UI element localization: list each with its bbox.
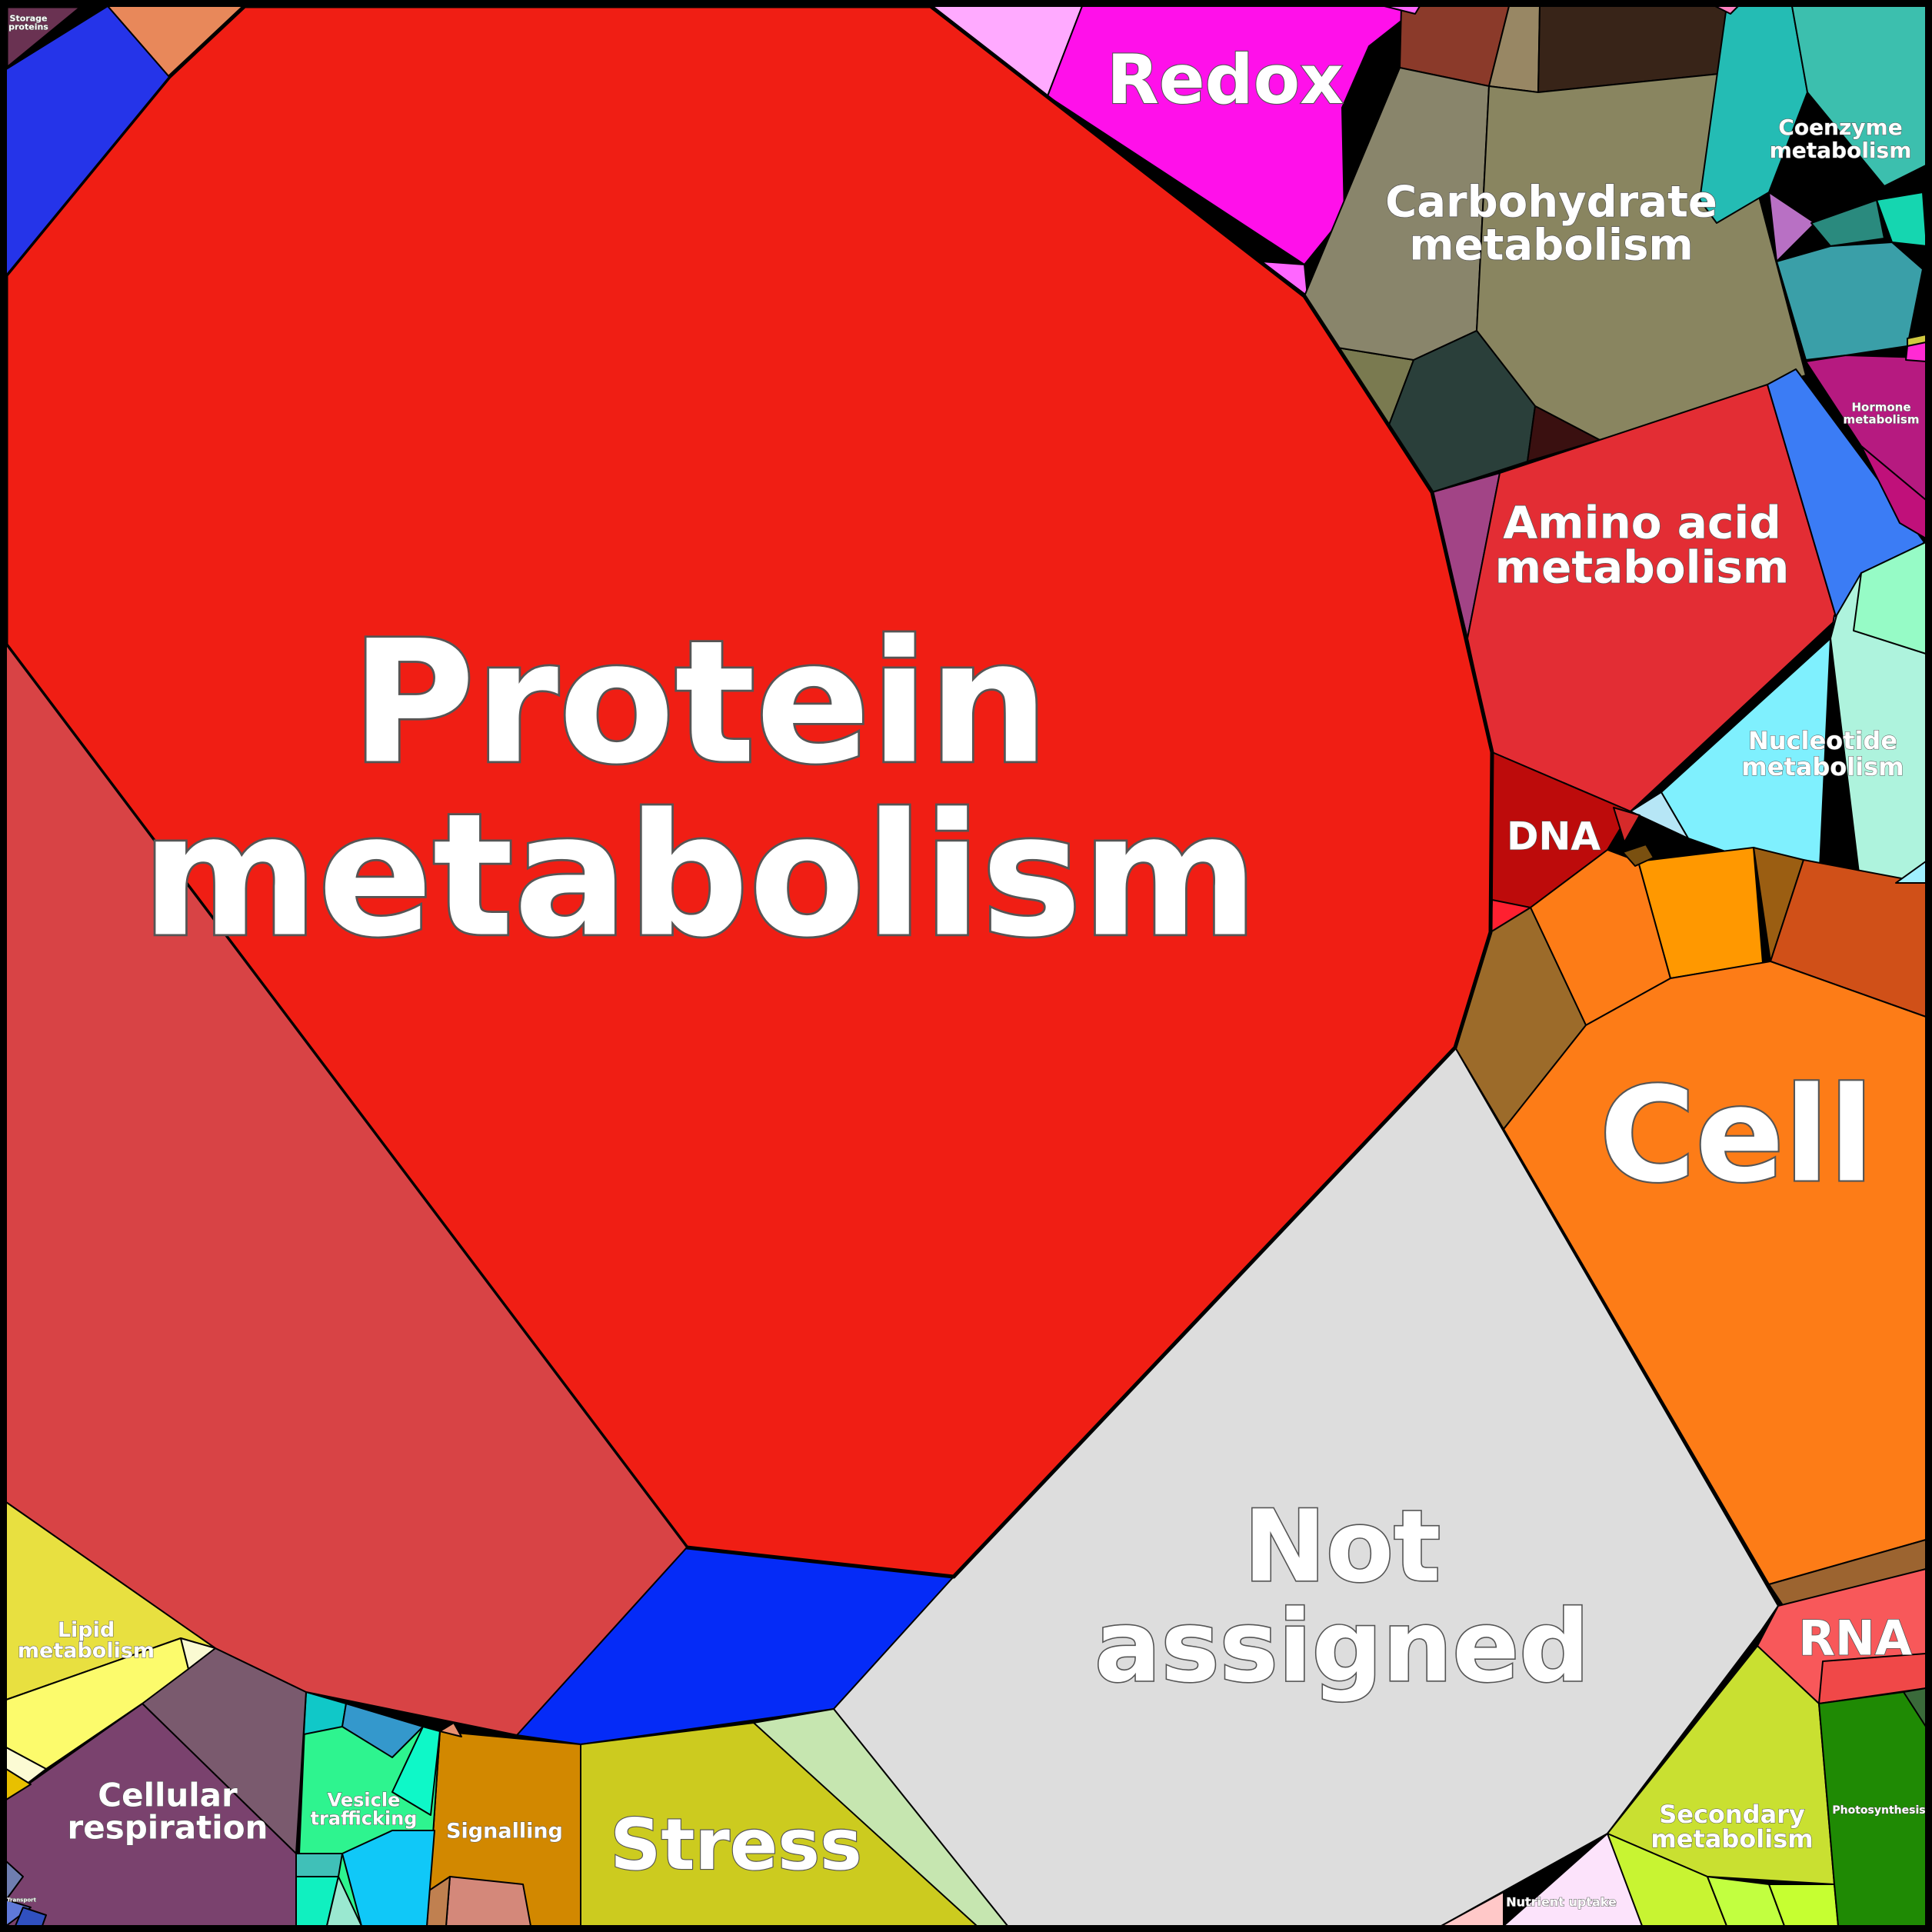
amino-acid-label-line: Amino acid (1503, 496, 1780, 548)
vesicle-trafficking-cell (341, 1703, 424, 1758)
nucleotide-cell (1630, 791, 1689, 839)
cell-label: Cell (1600, 1060, 1874, 1212)
nucleotide-label-line: Nucleotide (1748, 726, 1897, 755)
signalling-label: Signalling (446, 1819, 563, 1843)
not-assigned-label-line: Not (1244, 1490, 1441, 1604)
lipid-label: Lipid metabolism (18, 1618, 155, 1663)
signalling-cell (445, 1876, 531, 1927)
nucleotide-label-line: metabolism (1741, 752, 1904, 781)
transport-label-line: Transport (7, 1897, 37, 1903)
hormone-label: Hormone metabolism (1844, 400, 1920, 426)
carbohydrate-cell (1527, 405, 1601, 462)
cells-layer (4, 4, 1927, 1927)
protein-label: Protein metabolism (142, 605, 1258, 974)
hormone-cell (1905, 341, 1927, 362)
redox-label-line: Redox (1107, 40, 1344, 119)
amino-acid-label: Amino acid metabolism (1495, 496, 1790, 593)
photosynthesis-label: Photosynthesis (1832, 1804, 1925, 1817)
signalling-cell (439, 1722, 462, 1737)
storage-proteins-label-line: proteins (8, 22, 48, 32)
rna-label-line: RNA (1798, 1611, 1912, 1667)
stress-label: Stress (610, 1804, 862, 1886)
secondary-label: Secondary metabolism (1651, 1800, 1813, 1854)
secondary-label-line: metabolism (1651, 1824, 1813, 1854)
protein-label-line: metabolism (142, 778, 1258, 974)
lipid-label-line: metabolism (18, 1639, 155, 1663)
secondary-label-line: Secondary (1659, 1800, 1805, 1829)
cellular-respiration-label: Cellular respiration (68, 1777, 268, 1847)
vesicle-trafficking-cell (391, 1726, 441, 1816)
vesicle-trafficking-label-line: Vesicle (328, 1789, 401, 1810)
storage-proteins-label-line: Storage (10, 13, 48, 23)
coenzyme-label-line: Coenzyme (1778, 115, 1902, 140)
hormone-label-line: metabolism (1844, 412, 1920, 426)
carbohydrate-label-line: Carbohydrate (1385, 178, 1717, 228)
amino-acid-label-line: metabolism (1495, 541, 1790, 593)
coenzyme-cell (1810, 199, 1885, 247)
storage-proteins-label: Storage proteins (8, 13, 48, 32)
cellular-respiration-label-line: respiration (68, 1809, 268, 1847)
dna-label-line: DNA (1507, 814, 1601, 859)
dna-label: DNA (1507, 814, 1601, 859)
protein-label-line: Protein (351, 605, 1048, 801)
coenzyme-cell (1776, 242, 1924, 361)
photosynthesis-label-line: Photosynthesis (1832, 1804, 1925, 1817)
rna-label: RNA (1798, 1611, 1912, 1667)
vesicle-trafficking-cell (295, 1853, 343, 1877)
coenzyme-label-line: metabolism (1770, 138, 1912, 163)
vesicle-trafficking-cell (341, 1830, 435, 1927)
nucleotide-label: Nucleotide metabolism (1741, 726, 1904, 781)
hormone-label-line: Hormone (1851, 400, 1910, 414)
coenzyme-label: Coenzyme metabolism (1770, 115, 1912, 163)
lipid-cell (180, 1637, 216, 1670)
redox-label: Redox (1107, 40, 1344, 119)
secondary-cell (1607, 1645, 1835, 1885)
carbohydrate-label-line: metabolism (1409, 221, 1694, 271)
lipid-label-line: Lipid (58, 1618, 115, 1642)
carbohydrate-label: Carbohydrate metabolism (1385, 178, 1717, 271)
not-assigned-label: Not assigned (1094, 1490, 1590, 1704)
nutrient-uptake-label-line: Nutrient uptake (1506, 1895, 1617, 1910)
dna-cell (1613, 807, 1641, 843)
stress-label-line: Stress (610, 1804, 862, 1886)
nutrient-uptake-label: Nutrient uptake (1506, 1895, 1617, 1910)
transport-label: Transport (7, 1897, 37, 1903)
signalling-label-line: Signalling (446, 1819, 563, 1843)
cell-label-line: Cell (1600, 1060, 1874, 1212)
cellular-respiration-label-line: Cellular (98, 1777, 238, 1814)
coenzyme-cell (1768, 192, 1816, 262)
cell-cell (1622, 844, 1654, 867)
vesicle-trafficking-label: Vesicle trafficking (311, 1789, 418, 1829)
not-assigned-label-line: assigned (1094, 1590, 1590, 1704)
vesicle-trafficking-label-line: trafficking (311, 1807, 418, 1829)
